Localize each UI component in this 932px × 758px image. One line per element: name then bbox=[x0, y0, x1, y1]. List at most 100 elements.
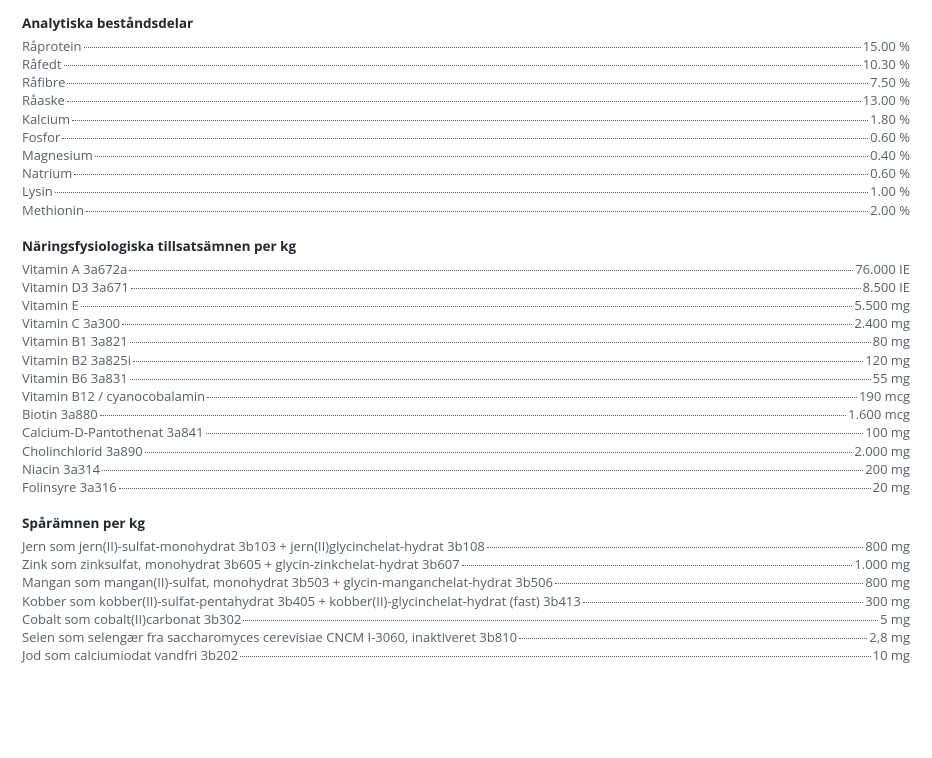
nutrition-row: Råprotein15.00 % bbox=[22, 37, 910, 55]
dot-leader bbox=[72, 120, 868, 121]
dot-leader bbox=[84, 47, 861, 48]
section: Spårämnen per kg Jern som jern(II)-sulfat… bbox=[22, 514, 910, 664]
row-label: Lysin bbox=[22, 182, 53, 200]
dot-leader bbox=[67, 101, 861, 102]
row-value: 76.000 IE bbox=[855, 260, 910, 278]
dot-leader bbox=[145, 452, 853, 453]
nutrition-row: Cholinchlorid 3a890 2.000 mg bbox=[22, 442, 910, 460]
nutrition-page: Analytiska beståndsdelar Råprotein15.00 %… bbox=[0, 0, 932, 722]
nutrition-row: Jod som calciumiodat vandfri 3b20210 mg bbox=[22, 646, 910, 664]
row-label: Vitamin B12 / cyanocobalamin bbox=[22, 387, 205, 405]
nutrition-row: Vitamin B6 3a831 55 mg bbox=[22, 369, 910, 387]
nutrition-row: Niacin 3a314 200 mg bbox=[22, 460, 910, 478]
nutrition-row: Vitamin B1 3a82180 mg bbox=[22, 332, 910, 350]
nutrition-row: Biotin 3a8801.600 mcg bbox=[22, 405, 910, 423]
nutrition-row: Kobber som kobber(II)-sulfat-pentahydrat… bbox=[22, 592, 910, 610]
nutrition-row: Kalcium1.80 % bbox=[22, 110, 910, 128]
dot-leader bbox=[67, 83, 868, 84]
row-label: Mangan som mangan(II)-sulfat, monohydrat… bbox=[22, 573, 553, 591]
section: Näringsfysiologiska tillsatsämnen per kg… bbox=[22, 237, 910, 496]
row-value: 120 mg bbox=[865, 351, 910, 369]
dot-leader bbox=[519, 638, 867, 639]
row-label: Selen som selengær fra saccharomyces cer… bbox=[22, 628, 517, 646]
nutrition-row: Natrium 0.60 % bbox=[22, 164, 910, 182]
dot-leader bbox=[64, 65, 861, 66]
row-value: 0.40 % bbox=[870, 146, 910, 164]
row-value: 20 mg bbox=[873, 478, 910, 496]
row-label: Kobber som kobber(II)-sulfat-pentahydrat… bbox=[22, 592, 581, 610]
row-value: 2.000 mg bbox=[854, 442, 910, 460]
row-label: Råfibre bbox=[22, 73, 65, 91]
row-value: 1.80 % bbox=[870, 110, 910, 128]
row-label: Niacin 3a314 bbox=[22, 460, 100, 478]
nutrition-row: Fosfor 0.60 % bbox=[22, 128, 910, 146]
section-title: Analytiska beståndsdelar bbox=[22, 14, 910, 33]
row-value: 800 mg bbox=[865, 537, 910, 555]
dot-leader bbox=[555, 583, 863, 584]
section-title: Spårämnen per kg bbox=[22, 514, 910, 533]
row-label: Råaske bbox=[22, 91, 65, 109]
row-label: Cholinchlorid 3a890 bbox=[22, 442, 143, 460]
nutrition-row: Vitamin A 3a672a76.000 IE bbox=[22, 260, 910, 278]
dot-leader bbox=[74, 174, 868, 175]
nutrition-row: Råfedt 10.30 % bbox=[22, 55, 910, 73]
row-value: 1.000 mg bbox=[854, 555, 910, 573]
dot-leader bbox=[86, 211, 868, 212]
row-label: Calcium-D-Pantothenat 3a841 bbox=[22, 423, 204, 441]
nutrition-row: Råfibre7.50 % bbox=[22, 73, 910, 91]
row-value: 5 mg bbox=[880, 610, 910, 628]
row-value: 300 mg bbox=[865, 592, 910, 610]
row-label: Råfedt bbox=[22, 55, 62, 73]
row-label: Vitamin B6 3a831 bbox=[22, 369, 128, 387]
row-label: Jern som jern(II)-sulfat-monohydrat 3b10… bbox=[22, 537, 485, 555]
row-label: Fosfor bbox=[22, 128, 60, 146]
row-label: Vitamin B2 3a825i bbox=[22, 351, 131, 369]
row-value: 2,8 mg bbox=[869, 628, 910, 646]
row-label: Natrium bbox=[22, 164, 72, 182]
dot-leader bbox=[130, 342, 871, 343]
dot-leader bbox=[243, 620, 878, 621]
nutrition-row: Methionin 2.00 % bbox=[22, 201, 910, 219]
dot-leader bbox=[130, 379, 871, 380]
nutrition-row: Vitamin E 5.500 mg bbox=[22, 296, 910, 314]
nutrition-row: Vitamin D3 3a671 8.500 IE bbox=[22, 278, 910, 296]
dot-leader bbox=[119, 488, 871, 489]
row-value: 100 mg bbox=[865, 423, 910, 441]
nutrition-row: Cobalt som cobalt(II)carbonat 3b302 5 mg bbox=[22, 610, 910, 628]
row-value: 15.00 % bbox=[863, 37, 910, 55]
row-value: 10 mg bbox=[873, 646, 910, 664]
nutrition-row: Vitamin B2 3a825i 120 mg bbox=[22, 351, 910, 369]
section-title: Näringsfysiologiska tillsatsämnen per kg bbox=[22, 237, 910, 256]
nutrition-row: Zink som zinksulfat, monohydrat 3b605 + … bbox=[22, 555, 910, 573]
row-label: Cobalt som cobalt(II)carbonat 3b302 bbox=[22, 610, 241, 628]
row-value: 0.60 % bbox=[870, 128, 910, 146]
dot-leader bbox=[95, 156, 868, 157]
row-label: Vitamin C 3a300 bbox=[22, 314, 120, 332]
row-label: Vitamin D3 3a671 bbox=[22, 278, 129, 296]
nutrition-row: Lysin 1.00 % bbox=[22, 182, 910, 200]
dot-leader bbox=[583, 602, 863, 603]
row-value: 800 mg bbox=[865, 573, 910, 591]
nutrition-row: Selen som selengær fra saccharomyces cer… bbox=[22, 628, 910, 646]
row-value: 13.00 % bbox=[863, 91, 910, 109]
row-value: 55 mg bbox=[873, 369, 910, 387]
row-value: 0.60 % bbox=[870, 164, 910, 182]
row-label: Methionin bbox=[22, 201, 84, 219]
dot-leader bbox=[55, 192, 868, 193]
row-value: 2.00 % bbox=[870, 201, 910, 219]
dot-leader bbox=[133, 361, 863, 362]
nutrition-row: Folinsyre 3a31620 mg bbox=[22, 478, 910, 496]
row-value: 200 mg bbox=[865, 460, 910, 478]
row-value: 8.500 IE bbox=[863, 278, 910, 296]
row-value: 10.30 % bbox=[863, 55, 910, 73]
row-label: Vitamin E bbox=[22, 296, 79, 314]
dot-leader bbox=[131, 288, 861, 289]
dot-leader bbox=[240, 656, 870, 657]
row-value: 5.500 mg bbox=[854, 296, 910, 314]
row-value: 1.00 % bbox=[870, 182, 910, 200]
dot-leader bbox=[207, 397, 857, 398]
row-label: Vitamin B1 3a821 bbox=[22, 332, 128, 350]
dot-leader bbox=[81, 306, 853, 307]
row-label: Biotin 3a880 bbox=[22, 405, 98, 423]
row-label: Magnesium bbox=[22, 146, 93, 164]
